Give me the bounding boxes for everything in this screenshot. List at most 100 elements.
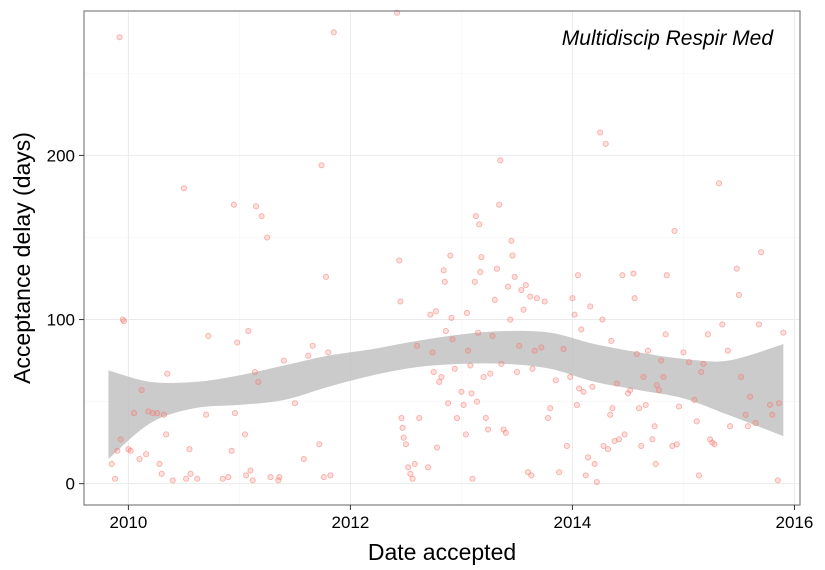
- data-point: [440, 267, 447, 274]
- data-point: [291, 400, 298, 407]
- data-point: [432, 308, 439, 315]
- data-point: [711, 441, 718, 448]
- data-point: [114, 447, 121, 454]
- data-point: [427, 311, 434, 318]
- data-point: [460, 401, 467, 408]
- data-point: [663, 272, 670, 279]
- data-point: [275, 477, 282, 484]
- data-point: [243, 472, 250, 479]
- y-axis-title: Acceptance delay (days): [9, 132, 35, 384]
- confidence-ribbon: [108, 330, 784, 460]
- data-point: [518, 286, 525, 294]
- data-point: [230, 201, 237, 208]
- data-point: [477, 268, 484, 276]
- data-point: [538, 344, 545, 351]
- data-point: [619, 272, 626, 279]
- data-point: [602, 140, 609, 147]
- data-point: [180, 185, 187, 192]
- data-point: [591, 460, 598, 468]
- data-point: [584, 454, 592, 461]
- data-point: [473, 398, 481, 405]
- data-point: [429, 349, 436, 356]
- data-point: [169, 477, 176, 484]
- data-point: [691, 396, 698, 404]
- data-point: [203, 411, 210, 418]
- data-point: [117, 436, 124, 443]
- data-point: [735, 291, 743, 298]
- data-point: [187, 470, 194, 477]
- data-point: [249, 477, 256, 484]
- data-point: [775, 400, 782, 407]
- data-point: [186, 446, 193, 453]
- data-point: [780, 329, 787, 336]
- data-point: [487, 370, 494, 377]
- data-point: [560, 346, 567, 353]
- data-point: [627, 387, 634, 394]
- data-point: [485, 426, 492, 433]
- data-point: [108, 460, 115, 468]
- data-point: [475, 329, 482, 336]
- data-point: [458, 388, 465, 395]
- data-point: [633, 350, 640, 358]
- data-point: [662, 331, 669, 338]
- data-point: [441, 278, 448, 285]
- data-point: [652, 460, 659, 468]
- data-point: [480, 373, 487, 381]
- data-point: [430, 369, 437, 376]
- data-point: [528, 472, 535, 479]
- data-point: [774, 477, 781, 484]
- data-point: [205, 332, 212, 340]
- data-point: [758, 249, 765, 256]
- data-point: [471, 278, 478, 285]
- data-point: [258, 213, 265, 220]
- data-point: [582, 472, 589, 479]
- data-point: [183, 475, 190, 482]
- data-point: [604, 446, 612, 453]
- x-tick-label: 2016: [776, 513, 814, 532]
- grid-lines: [84, 11, 800, 505]
- data-point: [241, 431, 249, 438]
- data-point: [447, 252, 454, 259]
- data-point: [489, 332, 496, 340]
- x-axis-title: Date accepted: [368, 539, 516, 565]
- data-point: [442, 327, 449, 335]
- data-point: [251, 369, 258, 376]
- data-point: [416, 414, 423, 422]
- data-point: [747, 393, 754, 400]
- plot-panel-border: [83, 10, 801, 506]
- data-point: [704, 331, 711, 338]
- data-point: [318, 162, 325, 169]
- data-point: [621, 431, 628, 438]
- data-point: [465, 347, 472, 354]
- data-point: [472, 213, 479, 220]
- data-point: [138, 387, 145, 394]
- x-tick-label: 2010: [109, 513, 147, 532]
- data-point: [496, 201, 503, 208]
- data-point: [649, 436, 656, 443]
- data-point: [112, 475, 119, 482]
- data-point: [445, 400, 452, 407]
- data-point: [397, 298, 404, 305]
- data-point: [600, 442, 607, 449]
- data-point: [448, 314, 455, 321]
- data-point: [255, 378, 262, 385]
- data-point: [556, 469, 563, 476]
- data-point: [719, 321, 726, 328]
- data-point: [752, 419, 759, 426]
- data-point: [655, 387, 663, 394]
- data-point: [673, 441, 680, 448]
- data-point: [433, 444, 441, 451]
- data-point: [409, 475, 416, 482]
- data-point: [574, 272, 582, 279]
- data-point: [280, 357, 287, 364]
- data-point: [491, 296, 498, 303]
- data-point: [482, 414, 489, 422]
- data-point: [522, 282, 529, 289]
- data-point: [520, 306, 527, 313]
- data-point: [608, 337, 615, 344]
- data-point: [225, 474, 232, 481]
- data-point: [607, 411, 614, 418]
- data-point: [164, 370, 171, 377]
- data-point: [630, 270, 637, 277]
